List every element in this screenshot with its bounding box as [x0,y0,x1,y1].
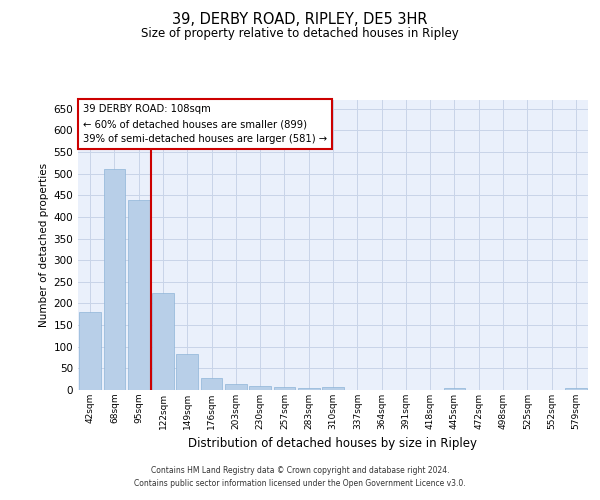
Bar [322,387,344,390]
Text: Contains HM Land Registry data © Crown copyright and database right 2024.
Contai: Contains HM Land Registry data © Crown c… [134,466,466,487]
Bar [176,354,198,390]
Bar [104,170,125,390]
Bar [298,388,320,390]
Bar [443,388,466,390]
Bar [225,384,247,390]
Bar [565,388,587,390]
Y-axis label: Number of detached properties: Number of detached properties [39,163,49,327]
Bar [152,292,174,390]
Bar [128,200,149,390]
Bar [249,386,271,390]
Text: Size of property relative to detached houses in Ripley: Size of property relative to detached ho… [141,28,459,40]
Bar [274,387,295,390]
Text: 39, DERBY ROAD, RIPLEY, DE5 3HR: 39, DERBY ROAD, RIPLEY, DE5 3HR [172,12,428,28]
X-axis label: Distribution of detached houses by size in Ripley: Distribution of detached houses by size … [188,438,478,450]
Text: 39 DERBY ROAD: 108sqm
← 60% of detached houses are smaller (899)
39% of semi-det: 39 DERBY ROAD: 108sqm ← 60% of detached … [83,104,327,144]
Bar [79,312,101,390]
Bar [200,378,223,390]
